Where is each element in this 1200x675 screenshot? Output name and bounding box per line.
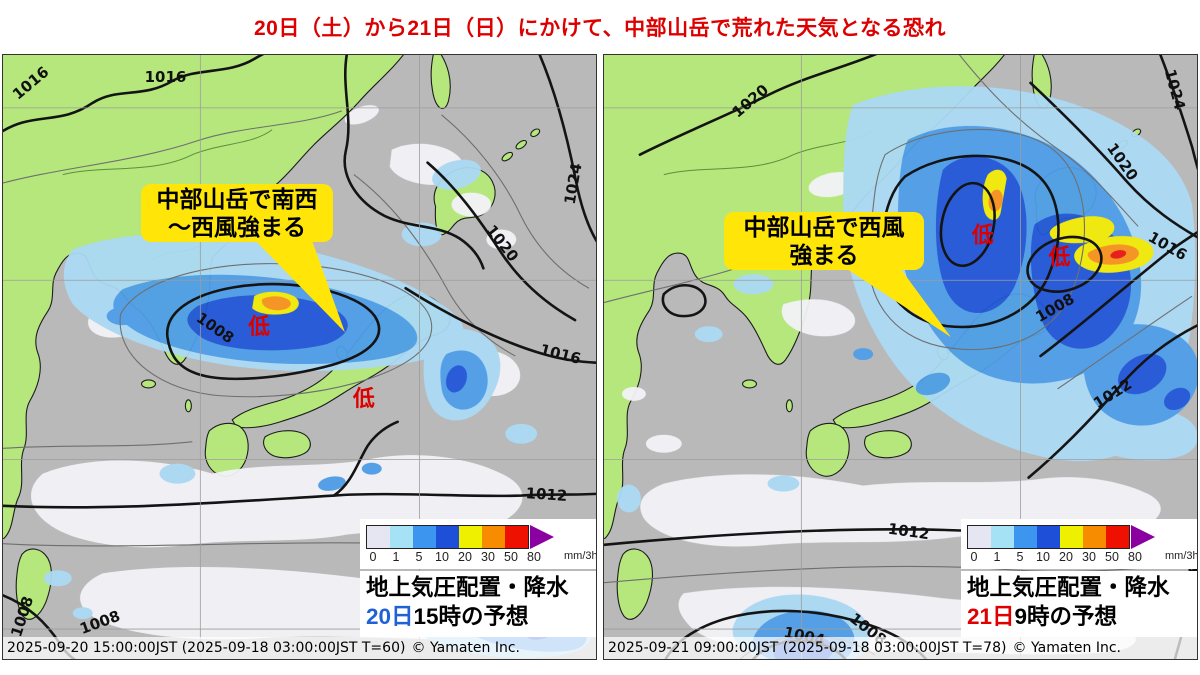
legend-segment	[1037, 525, 1060, 548]
forecast-panel-sat: 1016 1016 1020 1024 1016 1008 1012 1008 1008 低低 中…	[2, 54, 597, 660]
low-pressure-label: 低	[352, 386, 375, 411]
low-pressure-label: 低	[971, 222, 994, 247]
legend-tick: 5	[1016, 549, 1024, 564]
footer-sun: 2025-09-21 09:00:00JST (2025-09-18 03:00…	[604, 637, 1197, 659]
caption-sun: 地上気圧配置・降水 21日9時の予想	[961, 570, 1197, 637]
legend-tick: 0	[369, 549, 377, 564]
legend-tick: 10	[1036, 549, 1050, 564]
low-pressure-label: 低	[1048, 244, 1071, 269]
legend-tick: 20	[458, 549, 472, 564]
legend-sun: 0 1 5 10 20 30 50 80 mm/3h 地上気圧配置・降水 21日9時の予想	[961, 518, 1197, 637]
legend-sat: 0 1 5 10 20 30 50 80 mm/3h 地上気圧配置・降水 20日15時の予想	[360, 518, 596, 637]
caption-sat: 地上気圧配置・降水 20日15時の予想	[360, 570, 596, 637]
legend-segment	[413, 525, 436, 548]
legend-tick: 20	[1059, 549, 1073, 564]
isobar-label: 1012	[525, 484, 568, 505]
legend-ticks: 0 1 5 10 20 30 50 80 mm/3h	[366, 549, 596, 566]
legend-tick: 30	[1082, 549, 1096, 564]
legend-overflow-arrow	[1131, 524, 1155, 549]
legend-tick: 80	[527, 549, 541, 564]
legend-segment	[390, 525, 413, 548]
legend-segment	[482, 525, 505, 548]
footer-copyright: © Yamaten Inc.	[411, 640, 520, 656]
legend-ticks: 0 1 5 10 20 30 50 80 mm/3h	[967, 549, 1197, 566]
caption-time: 9時の予想	[1014, 604, 1118, 630]
precip-legend: 0 1 5 10 20 30 50 80 mm/3h	[360, 518, 596, 569]
footer-timestamp: 2025-09-20 15:00:00JST (2025-09-18 03:00…	[7, 640, 406, 656]
precip-legend: 0 1 5 10 20 30 50 80 mm/3h	[961, 518, 1197, 569]
forecast-panel-sun: 1020102410201016100810121012100810041008…	[603, 54, 1198, 660]
caption-date: 20日	[366, 604, 414, 630]
isobar-label: 1016	[145, 68, 187, 86]
callout-line: 強まる	[789, 242, 859, 268]
legend-segment	[436, 525, 459, 548]
footer-timestamp: 2025-09-21 09:00:00JST (2025-09-18 03:00…	[608, 640, 1007, 656]
caption-time: 15時の予想	[413, 604, 529, 630]
legend-tick: 1	[993, 549, 1001, 564]
legend-tick: 0	[970, 549, 978, 564]
caption-title: 地上気圧配置・降水	[967, 574, 1170, 600]
callout-line: 中部山岳で西風	[743, 214, 905, 240]
isobar-label: 1012	[887, 520, 931, 544]
legend-segment	[505, 525, 528, 548]
legend-segment	[1083, 525, 1106, 548]
legend-segment	[1014, 525, 1037, 548]
legend-tick: 1	[392, 549, 400, 564]
legend-tick: 10	[435, 549, 449, 564]
footer-sat: 2025-09-20 15:00:00JST (2025-09-18 03:00…	[3, 637, 596, 659]
callout-sun: 中部山岳で西風 強まる	[724, 212, 924, 270]
page-title: 20日（土）から21日（日）にかけて、中部山岳で荒れた天気となる恐れ	[253, 17, 947, 40]
caption-date: 21日	[967, 604, 1015, 630]
legend-colorbar	[967, 524, 1130, 549]
legend-segment	[1060, 525, 1083, 548]
legend-overflow-arrow	[530, 524, 554, 549]
map-panels: 1016 1016 1020 1024 1016 1008 1012 1008 1008 低低 中…	[0, 54, 1200, 660]
legend-tick: 50	[504, 549, 518, 564]
footer-copyright: © Yamaten Inc.	[1012, 640, 1121, 656]
legend-unit: mm/3h	[564, 549, 597, 562]
grid-layer	[604, 55, 1197, 659]
legend-colorbar	[366, 524, 529, 549]
caption-title: 地上気圧配置・降水	[366, 574, 569, 600]
legend-segment	[968, 525, 991, 548]
callout-sat: 中部山岳で南西 〜西風強まる	[141, 184, 333, 242]
legend-tick: 50	[1105, 549, 1119, 564]
legend-tick: 5	[415, 549, 423, 564]
legend-segment	[1106, 525, 1129, 548]
legend-segment	[991, 525, 1014, 548]
legend-tick: 80	[1128, 549, 1142, 564]
legend-unit: mm/3h	[1165, 549, 1198, 562]
callout-line: 〜西風強まる	[168, 214, 306, 240]
legend-segment	[367, 525, 390, 548]
callout-line: 中部山岳で南西	[156, 186, 318, 212]
legend-segment	[459, 525, 482, 548]
legend-tick: 30	[481, 549, 495, 564]
isobar-layer	[3, 55, 596, 659]
low-pressure-label: 低	[247, 314, 270, 339]
